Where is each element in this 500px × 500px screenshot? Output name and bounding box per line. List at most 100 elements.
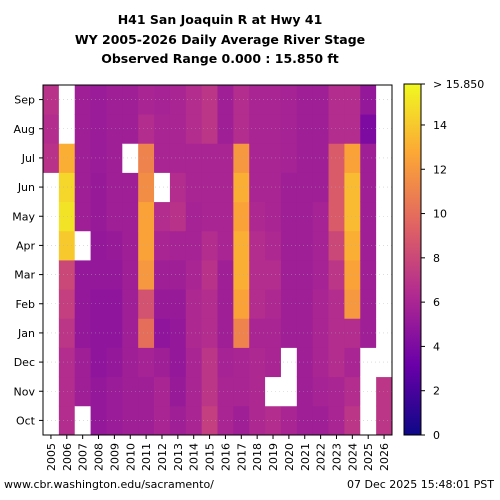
heatmap-cell (312, 85, 329, 115)
heatmap-cell (376, 85, 393, 115)
heatmap-cell (74, 85, 91, 115)
heatmap-cell (154, 405, 171, 436)
heatmap-cell (154, 114, 171, 144)
heatmap-cell (249, 289, 266, 319)
heatmap-cell (74, 260, 91, 290)
heatmap-cell (312, 347, 329, 378)
heatmap-cell (360, 347, 377, 378)
heatmap-cell (249, 318, 266, 348)
heatmap-cell (280, 347, 298, 378)
heatmap-cell (217, 376, 234, 407)
x-tick-label: 2011 (140, 443, 153, 471)
heatmap-cell (344, 85, 361, 115)
heatmap-cell (106, 260, 123, 290)
heatmap-cell (265, 376, 282, 407)
heatmap-cell (296, 376, 314, 407)
heatmap-cell (233, 172, 250, 203)
heatmap-cell (328, 260, 345, 290)
heatmap-cell (376, 260, 393, 290)
x-tick-label: 2013 (172, 443, 185, 471)
heatmap-cell (265, 201, 282, 232)
heatmap-cell (90, 114, 107, 144)
heatmap-cell (154, 230, 171, 261)
heatmap-cell (280, 318, 298, 348)
heatmap-cell (249, 172, 266, 203)
heatmap-cell (106, 289, 123, 319)
x-tick-label: 2012 (156, 443, 169, 471)
heatmap-cell (265, 260, 282, 290)
heatmap-cell (90, 405, 107, 436)
x-tick-label: 2007 (77, 443, 90, 471)
chart-title-line-3: Observed Range 0.000 : 15.850 ft (101, 51, 339, 66)
colorbar-tick-label: 4 (433, 340, 440, 353)
heatmap-cell (90, 172, 107, 203)
heatmap-cell (265, 230, 282, 261)
heatmap-cell (74, 143, 91, 173)
heatmap-cell (138, 347, 155, 378)
heatmap-cell (265, 347, 282, 378)
x-tick-label: 2009 (108, 443, 121, 471)
heatmap-cell (90, 260, 107, 290)
heatmap-cell (138, 85, 155, 115)
heatmap-cell (122, 85, 139, 115)
heatmap-cell (344, 143, 361, 173)
heatmap-cell (328, 318, 345, 348)
heatmap-cell (280, 405, 298, 436)
heatmap-cell (360, 172, 377, 203)
heatmap-cell (185, 143, 203, 173)
heatmap-cell (58, 260, 76, 290)
heatmap-cell (376, 376, 393, 407)
heatmap-cell (376, 172, 393, 203)
heatmap-cell (296, 85, 314, 115)
heatmap-cell (217, 318, 234, 348)
heatmap-cell (201, 347, 218, 378)
heatmap-cell (106, 201, 123, 232)
heatmap-cell (376, 289, 393, 319)
heatmap-cell (312, 114, 329, 144)
heatmap-cell (154, 260, 171, 290)
heatmap-cell (185, 260, 203, 290)
heatmap-cell (312, 143, 329, 173)
heatmap-cell (344, 260, 361, 290)
heatmap-cell (280, 260, 298, 290)
colorbar-tick-label: 10 (433, 208, 447, 221)
heatmap-cell (122, 172, 139, 203)
heatmap-cell (154, 201, 171, 232)
heatmap-cell (185, 376, 203, 407)
heatmap-cell (106, 405, 123, 436)
y-tick-label: Sep (14, 94, 35, 107)
heatmap-cell (296, 318, 314, 348)
y-tick-label: Jul (21, 152, 35, 165)
x-tick-label: 2021 (299, 443, 312, 471)
y-tick-label: Jun (17, 181, 35, 194)
heatmap-cell (265, 114, 282, 144)
x-tick-label: 2019 (267, 443, 280, 471)
x-tick-label: 2008 (93, 443, 106, 471)
heatmap-cell (169, 347, 187, 378)
heatmap-cell (249, 114, 266, 144)
y-tick-label: Feb (16, 298, 35, 311)
heatmap-cell (344, 172, 361, 203)
heatmap-cell (296, 260, 314, 290)
heatmap-cell (328, 376, 345, 407)
heatmap-cell (328, 347, 345, 378)
x-tick-label: 2015 (204, 443, 217, 471)
heatmap-cell (185, 172, 203, 203)
heatmap-cell (328, 143, 345, 173)
heatmap-cell (265, 143, 282, 173)
heatmap-cell (74, 201, 91, 232)
heatmap-cell (376, 114, 393, 144)
heatmap-cell (58, 376, 76, 407)
heatmap-cell (296, 289, 314, 319)
heatmap-cell (328, 230, 345, 261)
heatmap-cell (138, 260, 155, 290)
heatmap-cell (249, 347, 266, 378)
heatmap-cell (312, 376, 329, 407)
heatmap-cell (122, 260, 139, 290)
heatmap-cell (217, 143, 234, 173)
heatmap-cell (296, 114, 314, 144)
heatmap-cell (201, 405, 218, 436)
heatmap-cell (296, 201, 314, 232)
heatmap-cell (360, 85, 377, 115)
colorbar (403, 83, 422, 436)
